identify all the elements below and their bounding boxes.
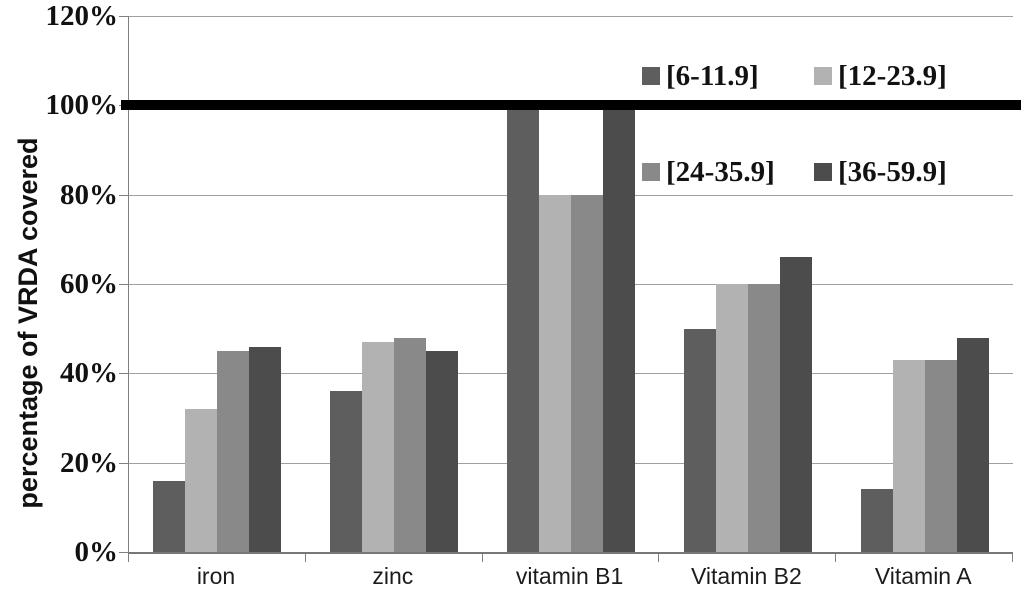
x-category-label: Vitamin B2 (690, 563, 802, 589)
x-tick-mark (835, 554, 837, 562)
legend-label: [36-59.9] (838, 155, 947, 188)
y-tick-mark (119, 462, 128, 464)
bar (924, 359, 957, 552)
bar (779, 257, 812, 552)
y-tick-mark (119, 373, 128, 375)
bar (426, 351, 459, 552)
x-tick-mark (658, 554, 660, 562)
bar (571, 194, 603, 552)
bar (539, 194, 571, 552)
y-tick-label: 100% (45, 89, 119, 122)
bar (394, 337, 427, 552)
x-category-label: vitamin B1 (515, 563, 624, 589)
legend-label: [24-35.9] (666, 155, 775, 188)
plot-area (121, 16, 1021, 554)
bar (362, 342, 395, 552)
y-tick-label: 120% (45, 0, 119, 32)
legend-label: [12-23.9] (838, 59, 947, 92)
legend-swatch-icon (814, 67, 832, 85)
y-tick-label: 20% (60, 446, 118, 479)
legend-swatch-icon (642, 163, 660, 181)
y-tick-label: 60% (60, 268, 118, 300)
bar (860, 489, 893, 552)
bar (507, 109, 539, 552)
bar (956, 337, 989, 552)
bar (603, 109, 635, 552)
reference-line-100 (121, 100, 1021, 111)
y-axis-title: percentage of VRDA covered (13, 137, 43, 509)
y-tick-label: 80% (60, 178, 118, 211)
bar (153, 480, 186, 552)
legend-item: [24-35.9] (642, 156, 814, 188)
x-tick-mark (1012, 554, 1013, 562)
legend-label: [6-11.9] (666, 59, 759, 92)
legend-swatch-icon (642, 67, 660, 85)
y-tick-label: 40% (60, 357, 118, 390)
legend-item: [36-59.9] (814, 156, 947, 188)
y-tick-mark (119, 16, 128, 17)
y-tick-mark (119, 194, 128, 196)
bar (683, 328, 716, 552)
y-tick-mark (119, 552, 128, 553)
x-tick-mark (128, 554, 129, 562)
y-tick-mark (119, 284, 128, 285)
bar (715, 284, 748, 552)
legend-item: [12-23.9] (814, 60, 947, 92)
bar (249, 346, 282, 552)
legend-item: [6-11.9] (642, 60, 814, 92)
x-category-label: Vitamin A (874, 563, 972, 589)
x-category-label: iron (196, 563, 236, 589)
legend-swatch-icon (814, 163, 832, 181)
x-category-label: zinc (372, 563, 414, 589)
bar (330, 391, 363, 552)
x-tick-mark (304, 554, 306, 562)
bar (892, 359, 925, 552)
bar (217, 351, 250, 552)
bar (747, 284, 780, 552)
y-tick-label: 0% (74, 536, 119, 568)
y-gridline (129, 16, 1013, 17)
x-tick-mark (481, 554, 483, 562)
bar (185, 409, 218, 552)
legend: [6-11.9] [12-23.9] [24-35.9] [36-59.9] (642, 60, 947, 188)
